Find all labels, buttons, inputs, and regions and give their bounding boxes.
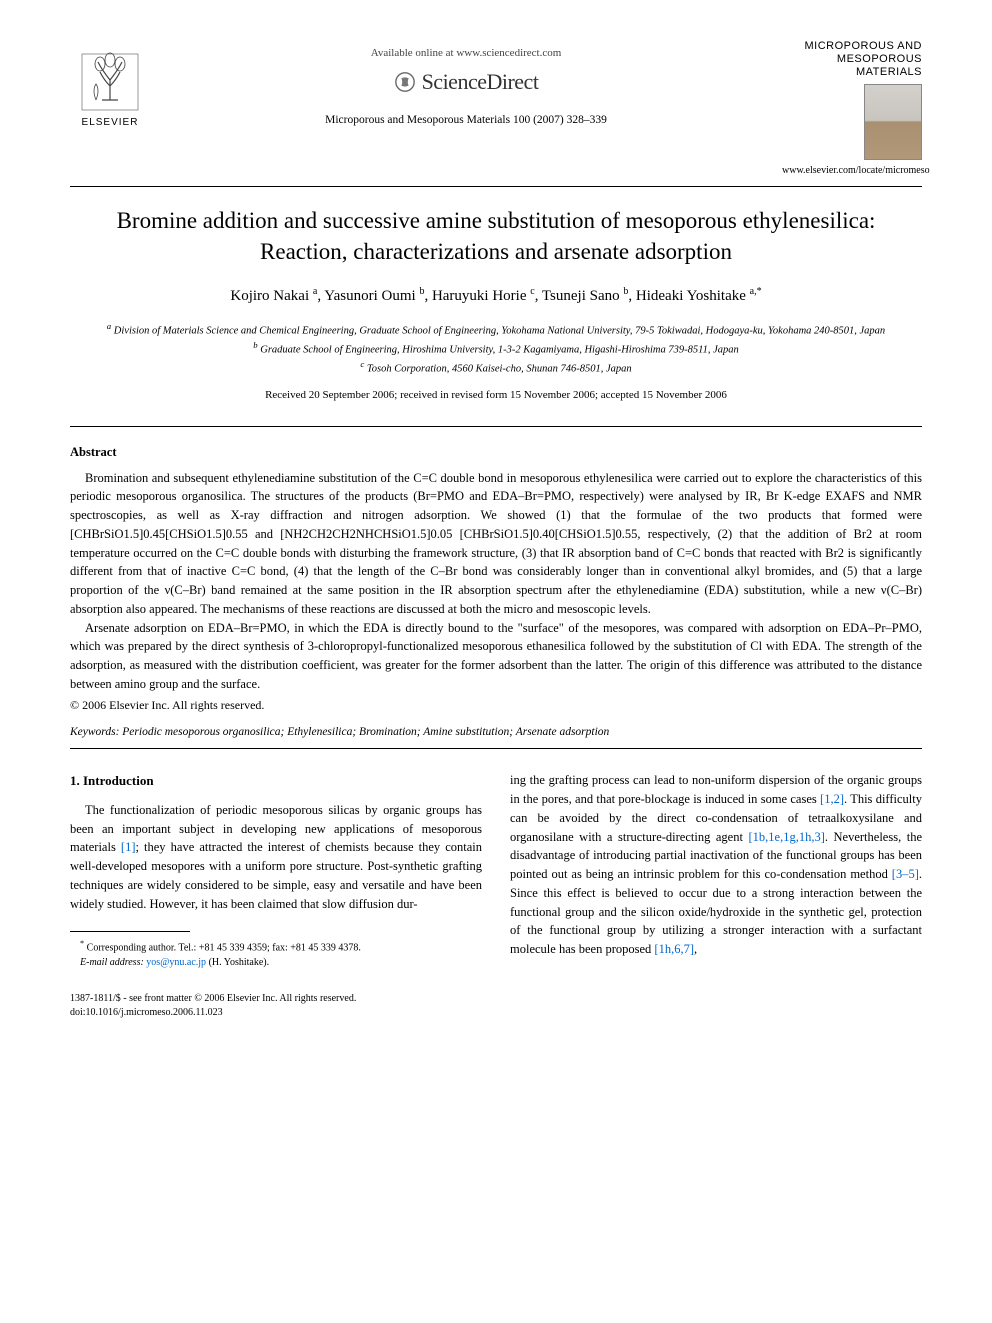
affiliations: a Division of Materials Science and Chem… xyxy=(70,320,922,378)
doi-line: doi:10.1016/j.micromeso.2006.11.023 xyxy=(70,1006,356,1021)
sciencedirect-logo: ScienceDirect xyxy=(150,66,782,98)
sciencedirect-icon xyxy=(394,71,416,93)
keywords-label: Keywords: xyxy=(70,726,119,738)
author-list: Kojiro Nakai a, Yasunori Oumi b, Haruyuk… xyxy=(70,285,922,308)
email-footnote: E-mail address: yos@ynu.ac.jp (H. Yoshit… xyxy=(70,956,482,970)
right-column: ing the grafting process can lead to non… xyxy=(510,771,922,969)
affiliation-a: a Division of Materials Science and Chem… xyxy=(70,320,922,339)
footnotes: * Corresponding author. Tel.: +81 45 339… xyxy=(70,938,482,969)
keywords-values: Periodic mesoporous organosilica; Ethyle… xyxy=(122,726,609,738)
intro-paragraph: The functionalization of periodic mesopo… xyxy=(70,801,482,914)
email-link[interactable]: yos@ynu.ac.jp xyxy=(146,957,206,968)
affiliation-c: c Tosoh Corporation, 4560 Kaisei-cho, Sh… xyxy=(70,358,922,377)
page-footer: 1387-1811/$ - see front matter © 2006 El… xyxy=(70,992,922,1021)
header-rule xyxy=(70,186,922,187)
corresponding-author: * Corresponding author. Tel.: +81 45 339… xyxy=(70,938,482,955)
journal-branding: MICROPOROUS AND MESOPOROUS MATERIALS www… xyxy=(782,40,922,178)
abstract-paragraph: Arsenate adsorption on EDA–Br=PMO, in wh… xyxy=(70,619,922,694)
front-matter-line: 1387-1811/$ - see front matter © 2006 El… xyxy=(70,992,356,1007)
elsevier-tree-icon xyxy=(78,50,142,114)
footer-left: 1387-1811/$ - see front matter © 2006 El… xyxy=(70,992,356,1021)
journal-title: MICROPOROUS AND MESOPOROUS MATERIALS xyxy=(782,40,922,80)
abstract-top-rule xyxy=(70,426,922,427)
abstract-heading: Abstract xyxy=(70,443,922,461)
affiliation-b: b Graduate School of Engineering, Hirosh… xyxy=(70,339,922,358)
copyright-line: © 2006 Elsevier Inc. All rights reserved… xyxy=(70,696,922,714)
article-title: Bromine addition and successive amine su… xyxy=(70,205,922,267)
keywords-line: Keywords: Periodic mesoporous organosili… xyxy=(70,724,922,741)
body-columns: 1. Introduction The functionalization of… xyxy=(70,771,922,969)
journal-url: www.elsevier.com/locate/micromeso xyxy=(782,164,922,179)
journal-cover-thumb xyxy=(864,84,922,160)
journal-reference: Microporous and Mesoporous Materials 100… xyxy=(150,112,782,129)
email-attribution: (H. Yoshitake). xyxy=(209,957,270,968)
abstract-body: Bromination and subsequent ethylenediami… xyxy=(70,469,922,714)
citation-link[interactable]: [1,2] xyxy=(820,792,844,806)
left-column: 1. Introduction The functionalization of… xyxy=(70,771,482,969)
citation-link[interactable]: [1b,1e,1g,1h,3] xyxy=(748,830,824,844)
sciencedirect-text: ScienceDirect xyxy=(422,66,539,98)
available-online: Available online at www.sciencedirect.co… xyxy=(150,46,782,62)
citation-link[interactable]: [3–5] xyxy=(892,867,919,881)
intro-paragraph-cont: ing the grafting process can lead to non… xyxy=(510,771,922,959)
section-heading: 1. Introduction xyxy=(70,771,482,791)
email-label: E-mail address: xyxy=(80,957,144,968)
article-dates: Received 20 September 2006; received in … xyxy=(70,388,922,404)
header-center: Available online at www.sciencedirect.co… xyxy=(150,40,782,129)
header: ELSEVIER Available online at www.science… xyxy=(70,40,922,178)
footnote-separator xyxy=(70,931,190,932)
elsevier-logo: ELSEVIER xyxy=(70,40,150,130)
abstract-paragraph: Bromination and subsequent ethylenediami… xyxy=(70,469,922,619)
citation-link[interactable]: [1] xyxy=(121,840,136,854)
elsevier-label: ELSEVIER xyxy=(82,116,139,131)
citation-link[interactable]: [1h,6,7] xyxy=(654,942,694,956)
abstract-bottom-rule xyxy=(70,748,922,749)
